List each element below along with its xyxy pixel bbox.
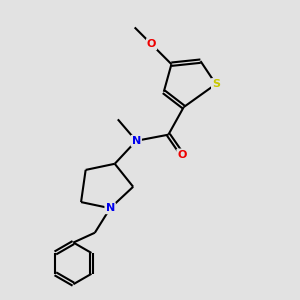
Text: O: O (178, 150, 187, 160)
Text: N: N (132, 136, 141, 146)
Text: O: O (147, 39, 156, 49)
Text: N: N (132, 136, 141, 146)
Text: N: N (106, 203, 115, 213)
Text: O: O (178, 150, 187, 160)
Text: N: N (106, 203, 115, 213)
Text: O: O (147, 39, 156, 49)
Text: S: S (212, 79, 220, 89)
Text: S: S (212, 79, 220, 89)
